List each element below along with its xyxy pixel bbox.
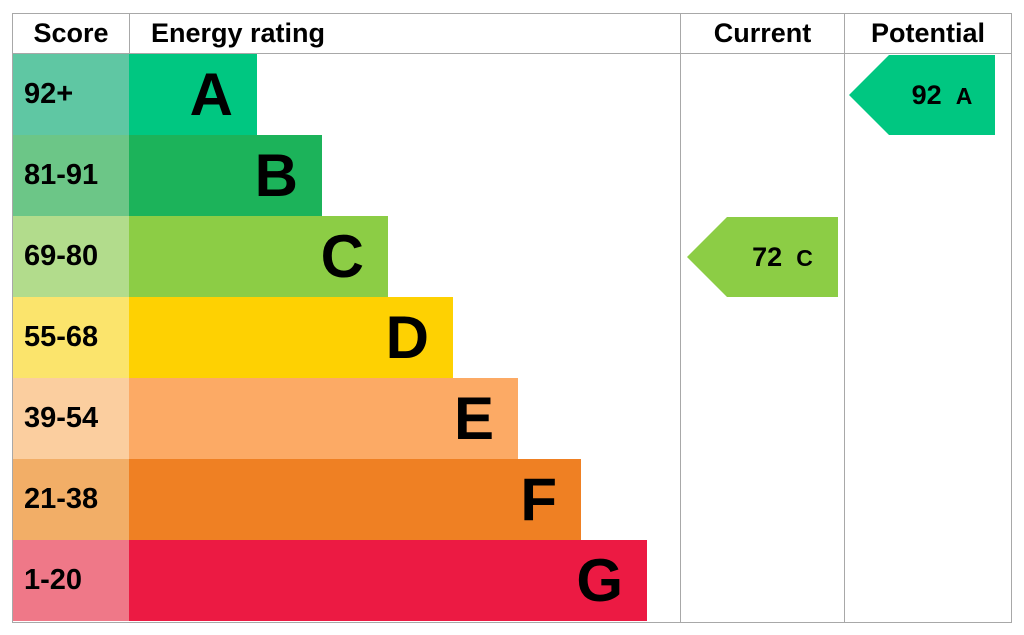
potential-rating-text: 92 A [912,80,973,111]
band-row: 81-91 B [13,135,1011,216]
band-bar: C [129,216,388,297]
band-letter: F [520,465,557,533]
current-rating-letter: C [796,244,813,271]
potential-column-divider [844,54,845,622]
current-rating-value: 72 [752,241,783,272]
band-bar: E [129,378,518,459]
header-score: Score [13,14,130,53]
band-score-cell: 69-80 [13,216,129,297]
band-score-cell: 92+ [13,54,129,135]
band-row: 21-38 F [13,459,1011,540]
band-bar: A [129,54,257,135]
bands-body: 92+ A 81-91 B 69-80 C 55-68 D [13,54,1011,621]
header-current: Current [681,14,845,53]
band-score-cell: 81-91 [13,135,129,216]
band-row: 55-68 D [13,297,1011,378]
potential-rating-letter: A [955,82,973,109]
band-row: 1-20 G [13,540,1011,621]
band-letter: B [254,141,298,209]
band-letter: C [320,222,364,290]
band-bar: D [129,297,453,378]
band-letter: D [385,303,429,371]
band-letter: E [453,384,494,452]
potential-rating-value: 92 [911,79,942,110]
band-score-cell: 55-68 [13,297,129,378]
band-row: 39-54 E [13,378,1011,459]
band-row: 69-80 C [13,216,1011,297]
current-column-divider [680,54,681,622]
band-row: 92+ A [13,54,1011,135]
band-letter: G [576,546,623,614]
band-score-cell: 39-54 [13,378,129,459]
band-letter: A [189,60,233,128]
band-bar: F [129,459,581,540]
header-energy-rating: Energy rating [130,14,681,53]
band-bar: G [129,540,647,621]
band-bar: B [129,135,322,216]
header-potential: Potential [870,18,985,48]
band-score-cell: 21-38 [13,459,129,540]
band-score-cell: 1-20 [13,540,129,621]
current-rating-text: 72 C [752,242,813,273]
epc-table: Score Energy rating Current Potential 92… [12,13,1012,623]
header-row: Score Energy rating Current Potential [13,14,1011,54]
